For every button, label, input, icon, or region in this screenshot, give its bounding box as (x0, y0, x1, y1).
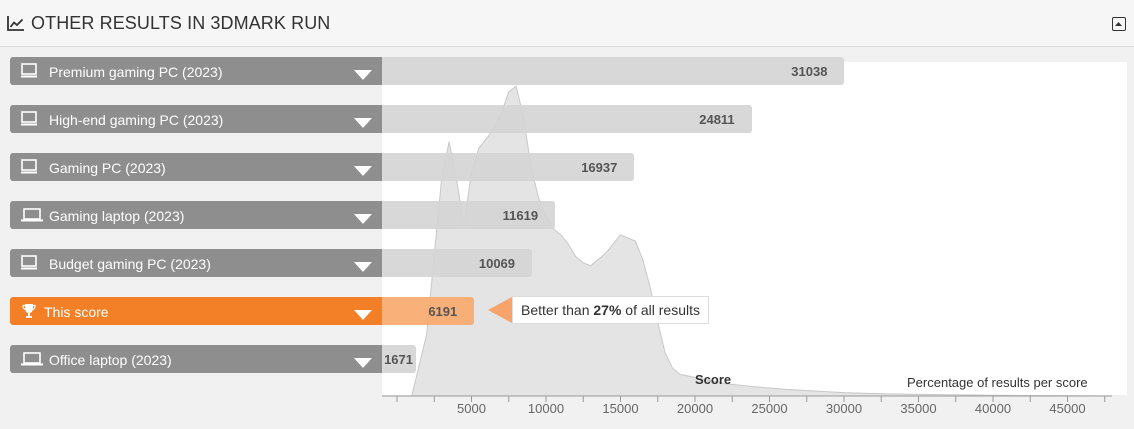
laptop-icon (20, 351, 44, 372)
row-label-button[interactable]: Gaming PC (2023) (10, 153, 382, 181)
row-label-button[interactable]: High-end gaming PC (2023) (10, 105, 382, 133)
chevron-down-icon[interactable] (354, 163, 372, 181)
chevron-down-icon[interactable] (354, 67, 372, 85)
x-tick-label: 30000 (825, 401, 863, 416)
results-header: OTHER RESULTS IN 3DMARK RUN (0, 0, 1134, 47)
score-value: 24811 (699, 112, 735, 127)
chevron-down-icon[interactable] (354, 307, 372, 325)
chevron-down-icon[interactable] (354, 115, 372, 133)
score-bar (382, 153, 635, 181)
collapse-icon (1115, 22, 1122, 26)
desktop-icon (20, 159, 40, 180)
callout-pointer (488, 297, 512, 323)
row-label-button[interactable]: This score (10, 297, 382, 325)
desktop-icon (20, 63, 40, 84)
score-value: 1671 (384, 352, 413, 367)
row-label-button[interactable]: Gaming laptop (2023) (10, 201, 382, 229)
x-axis-title: Score (695, 372, 732, 387)
row-label: Premium gaming PC (2023) (49, 64, 223, 80)
x-tick-label: 25000 (751, 401, 788, 416)
x-tick-label: 15000 (602, 401, 639, 416)
desktop-icon (20, 111, 40, 132)
score-bar (382, 105, 752, 133)
x-tick-label: 40000 (974, 401, 1012, 416)
row-label: This score (44, 304, 109, 320)
score-bar (382, 249, 533, 277)
density-label: Percentage of results per score (907, 375, 1088, 390)
score-bar (382, 201, 556, 229)
collapse-button[interactable] (1112, 17, 1126, 31)
x-tick-label: 10000 (527, 401, 565, 416)
row-label-button[interactable]: Office laptop (2023) (10, 345, 382, 373)
trophy-icon (22, 303, 36, 324)
desktop-icon (20, 255, 40, 276)
row-label-button[interactable]: Premium gaming PC (2023) (10, 57, 382, 85)
x-tick-label: 35000 (900, 401, 937, 416)
section-title: OTHER RESULTS IN 3DMARK RUN (31, 13, 331, 33)
score-value: 11619 (502, 208, 539, 223)
x-tick-label: 20000 (676, 401, 714, 416)
score-bar (382, 57, 845, 85)
percentile-callout: Better than 27% of all results (512, 296, 710, 324)
row-label: High-end gaming PC (2023) (49, 112, 224, 128)
row-label-button[interactable]: Budget gaming PC (2023) (10, 249, 382, 277)
score-bar (382, 345, 416, 373)
callout-suffix: of all results (621, 302, 701, 318)
score-value: 10069 (478, 256, 516, 271)
callout-prefix: Better than (521, 302, 594, 318)
row-label: Gaming laptop (2023) (49, 208, 185, 224)
chevron-down-icon[interactable] (354, 259, 372, 277)
score-value: 6191 (428, 304, 458, 319)
chevron-down-icon[interactable] (354, 355, 372, 373)
score-value: 31038 (791, 64, 828, 79)
score-bar (382, 297, 475, 325)
x-tick-label: 5000 (457, 401, 486, 416)
score-value: 16937 (581, 160, 618, 175)
line-chart-icon (7, 16, 24, 31)
row-label: Gaming PC (2023) (49, 160, 166, 176)
callout-percent: 27% (593, 302, 622, 318)
row-label: Budget gaming PC (2023) (49, 256, 211, 272)
x-tick-label: 45000 (1049, 401, 1086, 416)
row-label: Office laptop (2023) (49, 352, 172, 368)
laptop-icon (20, 207, 44, 228)
chevron-down-icon[interactable] (354, 211, 372, 229)
